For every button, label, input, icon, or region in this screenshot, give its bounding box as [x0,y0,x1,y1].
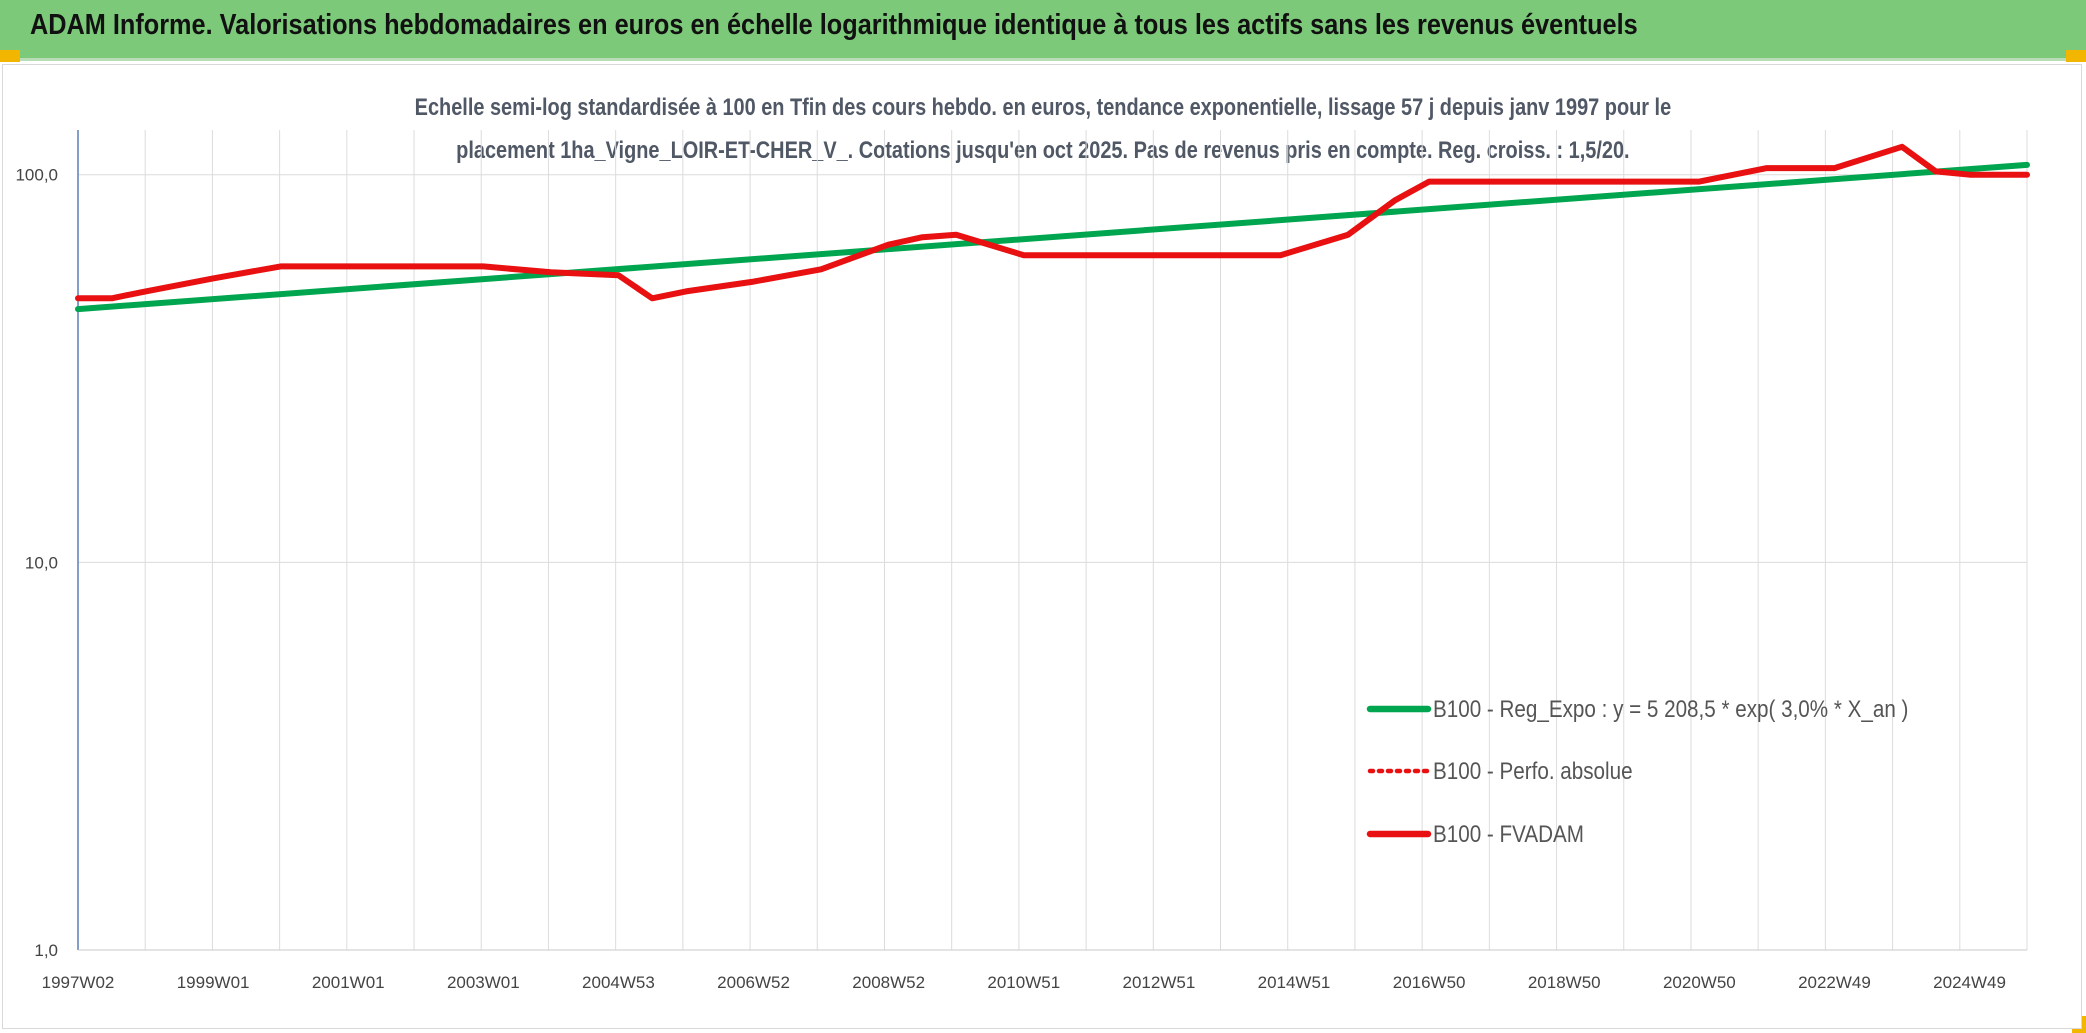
chart-subtitle-line-2: placement 1ha_Vigne_LOIR-ET-CHER_V_. Cot… [456,137,1630,164]
x-tick-label: 2012W51 [1123,973,1196,992]
x-tick-label: 2004W53 [582,973,655,992]
report-title: ADAM Informe. Valorisations hebdomadaire… [30,9,1638,41]
legend-item-regression: B100 - Reg_Expo : y = 5 208,5 * exp( 3,0… [1366,696,1908,723]
legend-label: B100 - Reg_Expo : y = 5 208,5 * exp( 3,0… [1433,696,1908,723]
x-tick-label: 2003W01 [447,973,520,992]
x-tick-label: 2024W49 [1933,973,2006,992]
x-tick-label: 2016W50 [1393,973,1466,992]
x-tick-label: 2018W50 [1528,973,1601,992]
regression-series-line [75,161,2030,313]
chart-subtitle: Echelle semi-log standardisée à 100 en T… [0,86,2086,172]
legend-label: B100 - FVADAM [1433,821,1584,848]
x-tick-label: 1997W02 [42,973,115,992]
report-banner: ADAM Informe. Valorisations hebdomadaire… [0,0,2086,61]
axis-layer: 1,0 10,0 100,0 1997W02 1999W01 2001W01 2003W01… [15,130,2027,992]
y-tick-label: 100,0 [15,166,58,185]
y-tick-label: 1,0 [34,941,58,960]
legend-item-perfo-absolue: B100 - Perfo. absolue [1367,758,1633,785]
legend-label: B100 - Perfo. absolue [1433,758,1633,785]
legend-item-fvadam: B100 - FVADAM [1366,821,1584,848]
chart-frame [2,64,2082,1029]
chart-subtitle-line-1: Echelle semi-log standardisée à 100 en T… [414,94,1672,121]
x-tick-label: 2014W51 [1258,973,1331,992]
x-tick-label: 2008W52 [852,973,925,992]
x-tick-label: 2022W49 [1798,973,1871,992]
corner-marker-right [2066,50,2086,62]
x-tick-label: 2020W50 [1663,973,1736,992]
x-tick-label: 2006W52 [717,973,790,992]
corner-marker-left [0,50,20,62]
x-tick-label: 2010W51 [987,973,1060,992]
x-tick-label: 1999W01 [177,973,250,992]
series-layer [75,143,2030,313]
y-tick-label: 10,0 [25,553,58,572]
chart-legend: B100 - Reg_Expo : y = 5 208,5 * exp( 3,0… [1366,696,1908,848]
fvadam-series-line [75,143,2030,302]
x-tick-label: 2001W01 [312,973,385,992]
